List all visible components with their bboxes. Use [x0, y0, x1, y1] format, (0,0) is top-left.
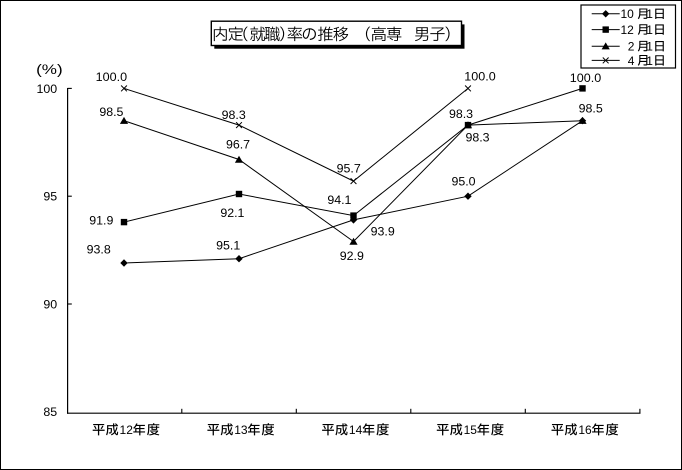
svg-text:100.0: 100.0	[96, 70, 128, 84]
svg-text:4: 4	[628, 54, 635, 68]
svg-text:98.5: 98.5	[99, 105, 123, 119]
svg-text:92.9: 92.9	[340, 249, 364, 263]
svg-text:90: 90	[43, 297, 57, 311]
svg-text:94.1: 94.1	[327, 193, 351, 207]
svg-text:91.9: 91.9	[89, 213, 113, 227]
svg-text:85: 85	[43, 405, 57, 419]
svg-text:12: 12	[120, 423, 134, 437]
svg-text:1: 1	[646, 40, 653, 54]
svg-text:95.1: 95.1	[216, 239, 240, 253]
svg-text:100.0: 100.0	[464, 70, 496, 84]
svg-text:98.3: 98.3	[465, 131, 489, 145]
svg-text:95.0: 95.0	[451, 174, 475, 188]
svg-text:92.1: 92.1	[220, 206, 244, 220]
svg-text:12: 12	[621, 23, 635, 37]
svg-text:1: 1	[646, 7, 653, 21]
svg-text:95.7: 95.7	[337, 161, 361, 175]
svg-text:98.3: 98.3	[449, 107, 473, 121]
svg-text:13: 13	[234, 423, 248, 437]
svg-text:95: 95	[43, 190, 57, 204]
svg-text:(%): (%)	[36, 62, 63, 77]
svg-text:93.9: 93.9	[371, 224, 395, 238]
svg-text:14: 14	[349, 423, 363, 437]
svg-text:100.0: 100.0	[570, 71, 602, 85]
svg-text:93.8: 93.8	[87, 242, 111, 256]
svg-text:2: 2	[628, 40, 635, 54]
svg-text:15: 15	[464, 423, 478, 437]
svg-text:98.5: 98.5	[579, 101, 603, 115]
svg-text:10: 10	[621, 7, 635, 21]
svg-text:96.7: 96.7	[226, 137, 250, 151]
svg-text:98.3: 98.3	[222, 108, 246, 122]
svg-text:1: 1	[646, 23, 653, 37]
svg-text:100: 100	[37, 82, 58, 96]
svg-text:1: 1	[646, 54, 653, 68]
svg-text:16: 16	[578, 423, 592, 437]
